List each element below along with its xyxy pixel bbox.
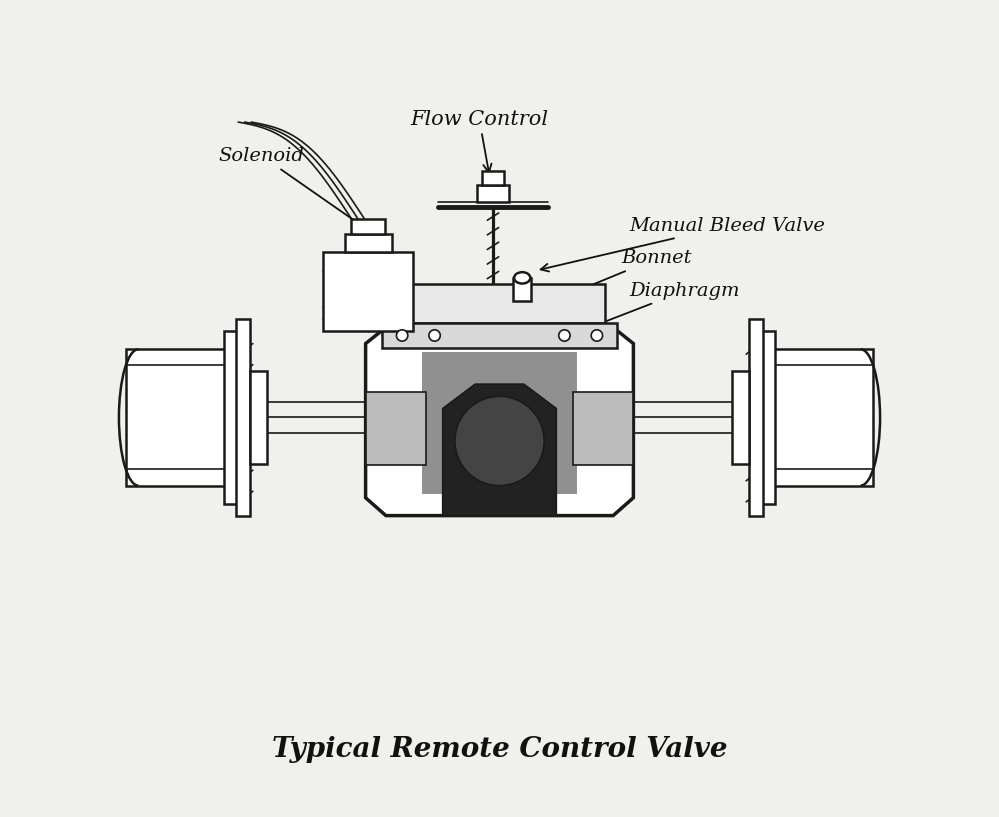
Bar xyxy=(748,319,763,516)
Bar xyxy=(382,324,617,348)
Bar xyxy=(755,349,873,485)
Polygon shape xyxy=(443,384,556,516)
Circle shape xyxy=(455,396,544,485)
Bar xyxy=(477,185,509,202)
Text: Diaphragm: Diaphragm xyxy=(552,282,740,342)
Bar xyxy=(366,392,427,466)
Bar xyxy=(394,284,605,324)
Bar xyxy=(236,319,251,516)
Bar xyxy=(513,278,531,301)
Bar xyxy=(572,392,633,466)
Text: Typical Remote Control Valve: Typical Remote Control Valve xyxy=(272,736,727,763)
Bar xyxy=(483,171,503,185)
Bar xyxy=(351,220,385,234)
Bar xyxy=(323,252,414,332)
Circle shape xyxy=(558,330,570,342)
Bar xyxy=(250,371,268,464)
Circle shape xyxy=(591,330,602,342)
Bar xyxy=(757,331,775,504)
Bar xyxy=(423,351,576,493)
Bar xyxy=(731,371,749,464)
Ellipse shape xyxy=(514,272,530,283)
Circle shape xyxy=(397,330,408,342)
Text: Bonnet: Bonnet xyxy=(532,249,691,310)
Bar xyxy=(224,331,242,504)
Text: Solenoid: Solenoid xyxy=(219,147,370,231)
Polygon shape xyxy=(366,328,633,516)
Text: Flow Control: Flow Control xyxy=(411,109,548,172)
Text: Manual Bleed Valve: Manual Bleed Valve xyxy=(540,217,825,271)
Bar xyxy=(126,349,244,485)
Circle shape xyxy=(429,330,441,342)
Bar xyxy=(346,234,393,252)
